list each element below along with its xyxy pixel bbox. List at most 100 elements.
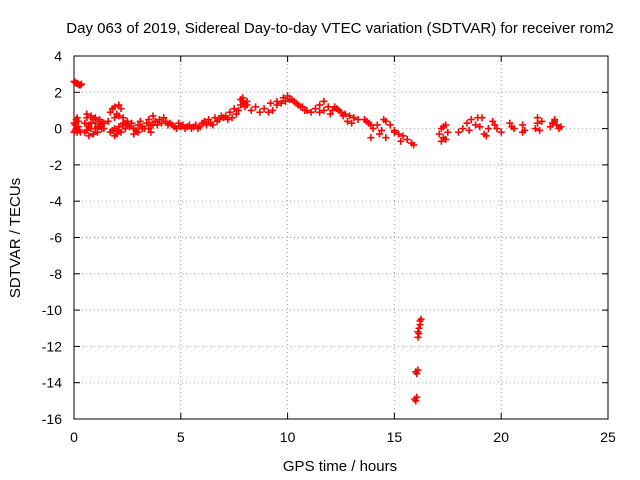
data-point <box>382 134 390 142</box>
y-tick-label: -10 <box>42 302 62 318</box>
data-point <box>367 121 375 129</box>
data-point <box>348 119 356 127</box>
data-point <box>87 119 95 127</box>
data-point <box>380 116 388 124</box>
data-point <box>277 99 285 107</box>
y-tick-label: -8 <box>50 266 63 282</box>
data-point <box>395 130 403 138</box>
data-point <box>264 108 272 116</box>
data-point <box>328 106 336 114</box>
y-tick-label: -12 <box>42 338 62 354</box>
data-point <box>414 366 422 374</box>
data-point <box>128 119 136 127</box>
data-point <box>143 119 151 127</box>
data-point <box>76 81 84 89</box>
data-point <box>415 330 423 338</box>
data-point <box>489 117 497 125</box>
data-point <box>247 106 255 114</box>
data-point <box>284 92 292 100</box>
data-point <box>77 80 85 88</box>
x-axis-label: GPS time / hours <box>283 458 397 475</box>
data-point <box>476 123 484 131</box>
data-point <box>117 105 125 113</box>
data-point <box>224 116 232 124</box>
data-point <box>390 126 398 134</box>
data-point <box>296 103 304 111</box>
data-point <box>209 121 217 129</box>
data-point <box>185 121 193 129</box>
data-point <box>531 125 539 133</box>
data-point <box>119 119 127 127</box>
data-point <box>239 94 247 102</box>
data-point <box>410 141 418 149</box>
chart-title: Day 063 of 2019, Sidereal Day-to-day VTE… <box>66 20 613 37</box>
y-tick-label: -2 <box>50 157 63 173</box>
data-point <box>519 128 527 136</box>
data-point <box>506 119 514 127</box>
data-point <box>288 96 296 104</box>
data-point <box>403 135 411 143</box>
data-point <box>311 105 319 113</box>
data-point <box>416 317 424 325</box>
data-point <box>228 114 236 122</box>
data-point <box>130 130 138 138</box>
data-point <box>241 103 249 111</box>
data-point <box>437 137 445 145</box>
data-point <box>104 117 112 125</box>
data-point <box>155 116 163 124</box>
data-point <box>202 121 210 129</box>
data-point <box>378 126 386 134</box>
data-point <box>158 119 166 127</box>
data-point <box>81 119 89 127</box>
data-point <box>442 135 450 143</box>
data-point <box>273 97 281 105</box>
data-point <box>557 123 565 131</box>
data-point <box>331 103 339 111</box>
data-point <box>279 94 287 102</box>
data-point <box>324 103 332 111</box>
data-point <box>281 97 289 105</box>
data-point <box>412 397 420 405</box>
data-point <box>256 108 264 116</box>
data-point <box>326 110 334 118</box>
data-point <box>215 116 223 124</box>
y-tick-label: -6 <box>50 230 63 246</box>
data-points <box>70 77 565 405</box>
data-point <box>162 117 170 125</box>
y-tick-label: 2 <box>54 84 62 100</box>
data-point <box>106 128 114 136</box>
data-point <box>145 125 153 133</box>
data-point <box>335 106 343 114</box>
data-point <box>121 125 129 133</box>
data-point <box>536 126 544 134</box>
data-point <box>93 125 101 133</box>
data-point <box>538 117 546 125</box>
data-point <box>252 103 260 111</box>
data-point <box>339 112 347 120</box>
data-point <box>243 97 251 105</box>
data-point <box>467 116 475 124</box>
data-point <box>413 393 421 401</box>
data-point <box>367 134 375 142</box>
data-point <box>123 117 131 125</box>
data-point <box>111 103 119 111</box>
data-point <box>301 106 309 114</box>
data-point <box>89 130 97 138</box>
y-tick-label: -16 <box>42 411 62 427</box>
data-point <box>363 117 371 125</box>
data-point <box>386 121 394 129</box>
y-axis-label: SDTVAR / TECUs <box>7 178 24 298</box>
data-point <box>316 108 324 116</box>
data-point <box>115 112 123 120</box>
y-tick-label: 4 <box>54 48 62 64</box>
data-point <box>73 114 81 122</box>
x-tick-label: 15 <box>387 429 403 445</box>
data-point <box>175 119 183 127</box>
data-point <box>85 123 93 131</box>
data-point <box>444 128 452 136</box>
data-point <box>179 121 187 129</box>
data-point <box>454 128 462 136</box>
data-point <box>435 130 443 138</box>
data-point <box>316 101 324 109</box>
data-point <box>414 333 422 341</box>
